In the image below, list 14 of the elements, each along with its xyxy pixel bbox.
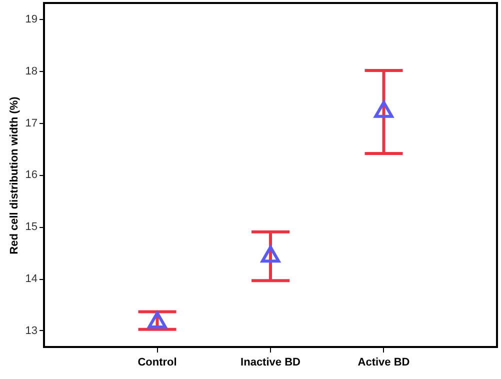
y-tick-label: 15: [25, 221, 38, 234]
y-axis-title: Red cell distribution width (%): [8, 96, 20, 254]
y-tick-label: 19: [25, 14, 38, 26]
y-tick-label: 17: [25, 117, 38, 130]
x-tick-label: Control: [138, 356, 177, 368]
x-tick-label: Inactive BD: [240, 356, 301, 368]
x-tick-label: Active BD: [358, 356, 410, 368]
point: [374, 100, 394, 118]
y-tick-label: 18: [25, 65, 38, 78]
y-tick-label: 16: [25, 169, 38, 182]
y-tick-label: 14: [25, 273, 38, 286]
point: [260, 246, 280, 263]
y-tick-label: 13: [25, 324, 38, 337]
point: [148, 312, 167, 328]
